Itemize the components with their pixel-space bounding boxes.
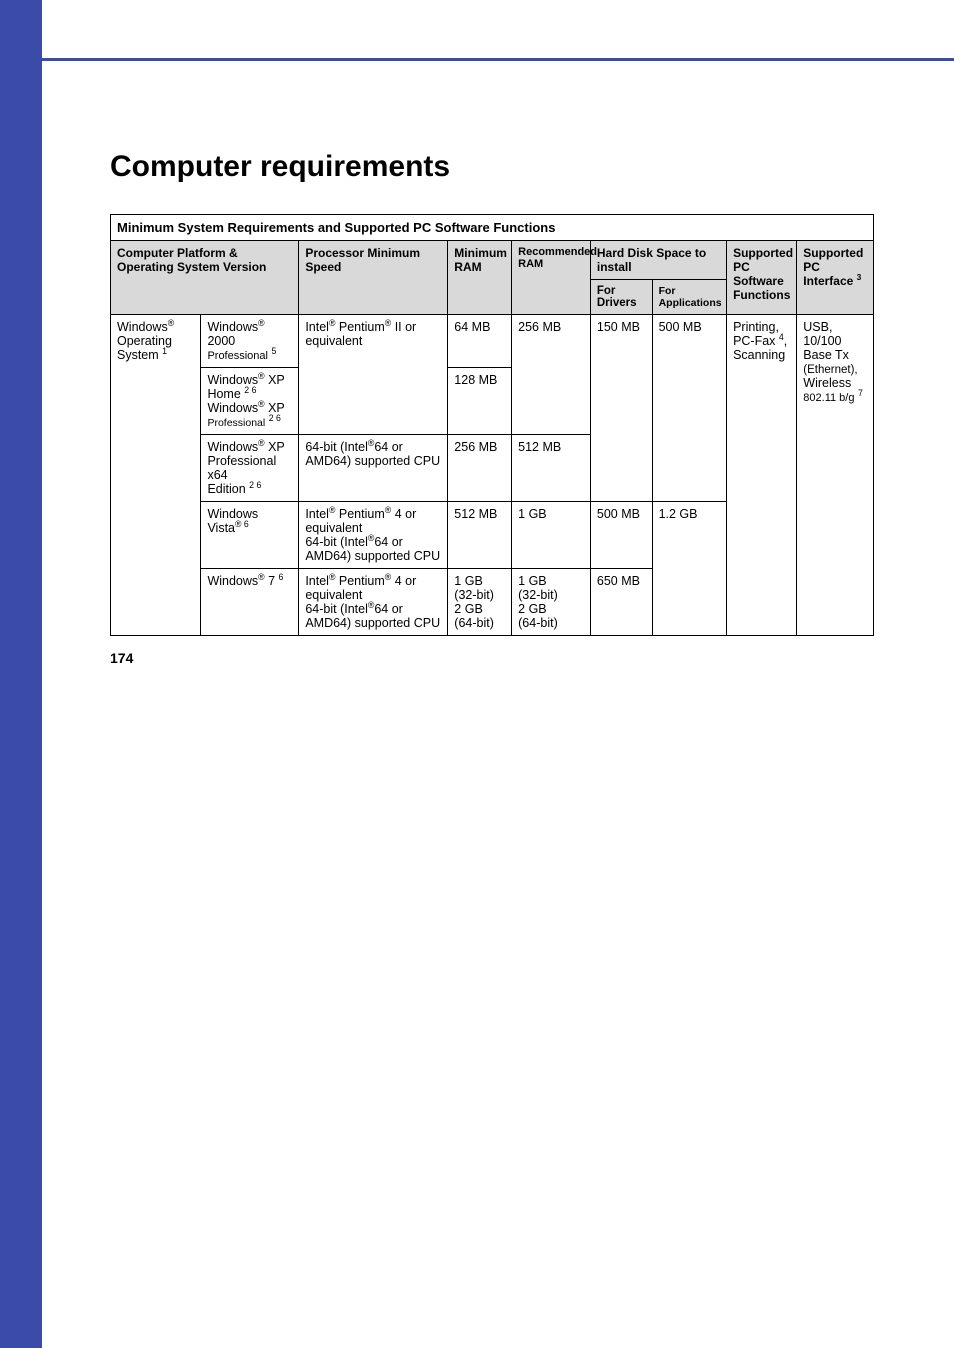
hdd-drivers-cell: 150 MB: [590, 315, 652, 502]
sw-l2e: ,: [784, 334, 787, 348]
top-rule: [42, 58, 954, 61]
rec-ram-cell: 1 GB(32-bit)2 GB(64-bit): [512, 569, 591, 636]
os-family-l3: System: [117, 348, 159, 362]
sw-l2: PC-Fax: [733, 334, 775, 348]
if-l4: (Ethernet),: [803, 364, 857, 376]
header-row-1: Computer Platform & Operating System Ver…: [111, 241, 874, 280]
hdr-rec-ram: Recommended RAM: [512, 241, 591, 315]
hdr-platform: Computer Platform & Operating System Ver…: [111, 241, 299, 315]
min-ram-cell: 1 GB(32-bit)2 GB(64-bit): [448, 569, 512, 636]
table-caption: Minimum System Requirements and Supporte…: [111, 215, 874, 241]
hdr-processor: Processor Minimum Speed: [299, 241, 448, 315]
content-area: Computer requirements Minimum System Req…: [110, 0, 874, 636]
sw-l3: Scanning: [733, 348, 785, 362]
hdd-drivers-cell: 500 MB: [590, 502, 652, 569]
proc-cell: Intel® Pentium® 4 or equivalent64-bit (I…: [299, 502, 448, 569]
proc-cell: Intel® Pentium® 4 or equivalent64-bit (I…: [299, 569, 448, 636]
if-l1: USB,: [803, 320, 832, 334]
hdr-sw: Supported PC Software Functions: [727, 241, 797, 315]
sw-cell: Printing, PC-Fax 4, Scanning: [727, 315, 797, 636]
hdr-iface: Supported PC Interface 3: [797, 241, 874, 315]
min-ram-cell: 128 MB: [448, 368, 512, 435]
hdd-apps-cell: 500 MB: [652, 315, 726, 502]
if-l3: Base Tx: [803, 348, 849, 362]
hdr-hdd-drivers: For Drivers: [590, 280, 652, 315]
hdd-drivers-cell: 650 MB: [590, 569, 652, 636]
reg-sup: ®: [168, 318, 174, 328]
os-cell: Windows® XP Professional x64Edition 2 6: [201, 435, 299, 502]
os-family-cell: Windows® Operating System 1: [111, 315, 201, 636]
proc-cell: 64-bit (Intel®64 or AMD64) supported CPU: [299, 435, 448, 502]
rec-ram-cell: 512 MB: [512, 435, 591, 502]
page: Computer requirements Minimum System Req…: [0, 0, 954, 696]
requirements-table: Minimum System Requirements and Supporte…: [110, 214, 874, 636]
hdd-apps-cell: 1.2 GB: [652, 502, 726, 636]
os-cell: Windows® 2000 Professional 5: [201, 315, 299, 368]
hdr-iface-sup: 3: [857, 272, 862, 282]
os-family-sup1: 1: [162, 346, 167, 356]
rec-ram-cell: 1 GB: [512, 502, 591, 569]
if-l6: 802.11 b/g: [803, 392, 854, 404]
os-family-l1: Windows: [117, 320, 168, 334]
iface-cell: USB, 10/100 Base Tx (Ethernet), Wireless…: [797, 315, 874, 636]
os-cell: Windows® XPHome 2 6Windows® XPProfession…: [201, 368, 299, 435]
sw-l1: Printing,: [733, 320, 779, 334]
os-cell: Windows® 7 6: [201, 569, 299, 636]
blue-side-tab: [0, 0, 42, 1348]
os-cell: Windows Vista® 6: [201, 502, 299, 569]
if-l2: 10/100: [803, 334, 841, 348]
min-ram-cell: 256 MB: [448, 435, 512, 502]
proc-cell: Intel® Pentium® II or equivalent: [299, 315, 448, 435]
min-ram-cell: 512 MB: [448, 502, 512, 569]
table-row: Windows® Operating System 1 Windows® 200…: [111, 315, 874, 368]
hdr-iface-text: Supported PC Interface: [803, 246, 863, 288]
page-number: 174: [110, 650, 133, 666]
hdr-hdd-apps: For Applications: [652, 280, 726, 315]
table-caption-row: Minimum System Requirements and Supporte…: [111, 215, 874, 241]
if-sup: 7: [858, 388, 863, 398]
if-l5: Wireless: [803, 376, 851, 390]
hdr-min-ram: Minimum RAM: [448, 241, 512, 315]
page-title: Computer requirements: [110, 150, 874, 184]
min-ram-cell: 64 MB: [448, 315, 512, 368]
hdr-hdd: Hard Disk Space to install: [590, 241, 726, 280]
rec-ram-cell: 256 MB: [512, 315, 591, 435]
